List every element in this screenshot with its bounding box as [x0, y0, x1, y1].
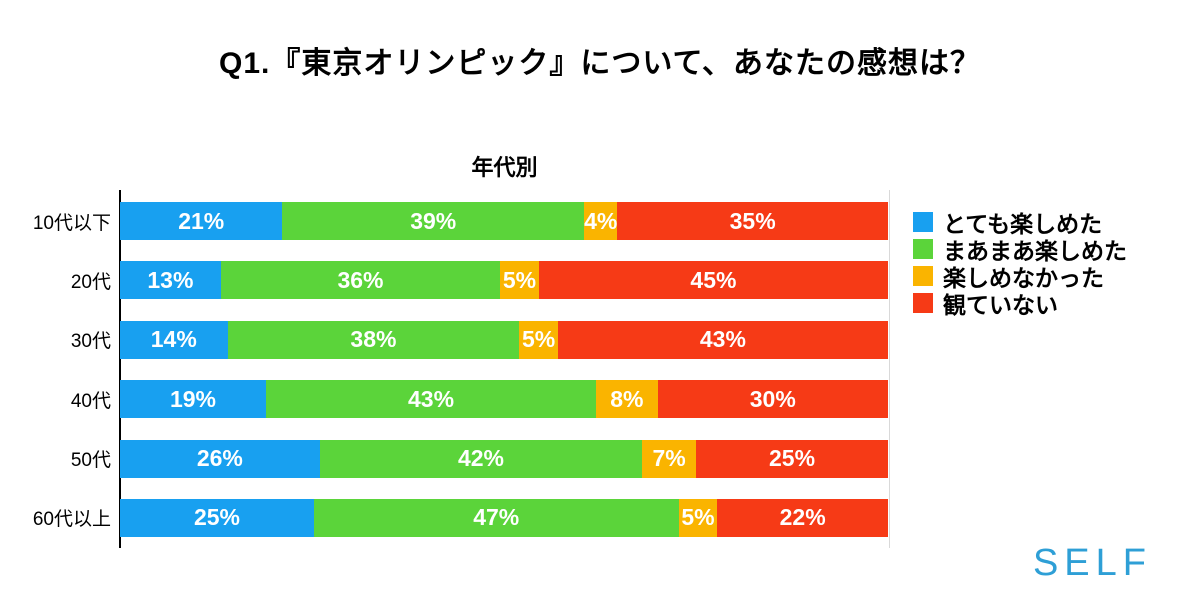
legend-label: とても楽しめた: [943, 210, 1103, 237]
segment-value-label: 5%: [681, 504, 715, 531]
bar-segment: 19%: [120, 380, 266, 419]
segment-value-label: 13%: [147, 266, 194, 293]
segment-value-label: 14%: [150, 326, 197, 353]
legend-swatch: [913, 238, 933, 259]
stacked-bar: 25% 47% 5% 22%: [120, 498, 888, 537]
bar-segment: 21%: [120, 202, 283, 240]
segment-value-label: 25%: [193, 504, 240, 531]
segment-value-label: 22%: [779, 504, 826, 531]
category-label: 40代: [70, 390, 111, 412]
legend-label: 楽しめなかった: [943, 264, 1104, 291]
category-label: 60代以上: [32, 509, 111, 531]
bar-segment: 14%: [120, 320, 228, 359]
legend-item: 観ていない: [913, 289, 1127, 318]
bar-segment: 5%: [500, 261, 539, 300]
category-label: 30代: [70, 331, 111, 353]
bar-segment: 39%: [282, 202, 585, 240]
segment-value-label: 39%: [410, 207, 457, 234]
segment-value-label: 5%: [502, 266, 537, 293]
bar-segment: 4%: [584, 202, 618, 240]
self-logo: SELF: [1032, 542, 1152, 584]
segment-value-label: 7%: [652, 445, 686, 472]
bar-segment: 42%: [319, 439, 643, 478]
bar-row: 20代 13% 36% 5% 45%: [0, 261, 888, 300]
bar-row: 40代 19% 43% 8% 30%: [0, 380, 888, 419]
segment-value-label: 5%: [521, 326, 556, 353]
bar-segment: 22%: [717, 498, 888, 537]
legend-swatch: [913, 292, 933, 313]
bar-segment: 36%: [220, 261, 501, 300]
segment-value-label: 26%: [196, 445, 243, 472]
bar-segment: 43%: [557, 320, 888, 359]
bar-row: 60代以上 25% 47% 5% 22%: [0, 498, 888, 537]
legend-item: まあまあ楽しめた: [913, 235, 1127, 264]
segment-value-label: 25%: [768, 445, 816, 472]
bar-segment: 7%: [642, 439, 697, 478]
bar-segment: 45%: [538, 261, 888, 300]
legend-swatch: [913, 265, 933, 286]
bar-segment: 13%: [120, 261, 221, 300]
bar-segment: 5%: [519, 320, 558, 359]
chart-title: Q1.『東京オリンピック』について、あなたの感想は？: [219, 47, 981, 80]
chart-subtitle: 年代別: [471, 155, 538, 180]
segment-value-label: 8%: [610, 385, 644, 412]
legend-label: まあまあ楽しめた: [943, 237, 1127, 264]
segment-value-label: 43%: [408, 385, 455, 412]
bar-rows: 10代以下 21% 39% 4% 35% 20代 13% 36% 5% 45% 30代 14% 38% 5…: [0, 190, 888, 548]
category-label: 50代: [70, 450, 111, 472]
segment-value-label: 35%: [729, 207, 776, 234]
legend-item: とても楽しめた: [913, 208, 1127, 237]
bar-segment: 26%: [120, 439, 320, 478]
bar-row: 10代以下 21% 39% 4% 35%: [0, 202, 888, 240]
stacked-bar: 14% 38% 5% 43%: [120, 320, 888, 359]
stacked-bar: 19% 43% 8% 30%: [120, 380, 888, 419]
segment-value-label: 19%: [169, 385, 216, 412]
legend-swatch: [913, 211, 933, 232]
segment-value-label: 21%: [178, 207, 225, 234]
legend-label: 観ていない: [943, 291, 1058, 318]
stacked-bar: 21% 39% 4% 35%: [120, 202, 888, 240]
segment-value-label: 30%: [749, 385, 796, 412]
bar-segment: 8%: [596, 380, 658, 419]
bar-segment: 25%: [696, 439, 888, 478]
category-label: 20代: [70, 271, 111, 293]
segment-value-label: 4%: [584, 207, 618, 234]
stacked-bar: 26% 42% 7% 25%: [120, 439, 888, 478]
bar-segment: 47%: [313, 498, 679, 537]
bar-segment: 35%: [617, 202, 888, 240]
category-label: 10代以下: [32, 212, 111, 234]
plot-right-boundary-line: [889, 190, 890, 548]
segment-value-label: 47%: [473, 504, 520, 531]
y-axis-line: [119, 190, 121, 548]
segment-value-label: 38%: [350, 326, 397, 353]
segment-value-label: 36%: [337, 266, 384, 293]
bar-segment: 25%: [120, 498, 314, 537]
bar-segment: 38%: [227, 320, 520, 359]
segment-value-label: 45%: [690, 266, 737, 293]
bar-segment: 5%: [678, 498, 718, 537]
legend-item: 楽しめなかった: [913, 262, 1127, 291]
bar-segment: 43%: [265, 380, 597, 419]
segment-value-label: 43%: [699, 326, 746, 353]
bar-row: 30代 14% 38% 5% 43%: [0, 320, 888, 359]
legend: とても楽しめた まあまあ楽しめた 楽しめなかった 観ていない: [913, 208, 1127, 318]
stacked-bar: 13% 36% 5% 45%: [120, 261, 888, 300]
bar-row: 50代 26% 42% 7% 25%: [0, 439, 888, 478]
bar-segment: 30%: [657, 380, 888, 419]
segment-value-label: 42%: [457, 445, 504, 472]
